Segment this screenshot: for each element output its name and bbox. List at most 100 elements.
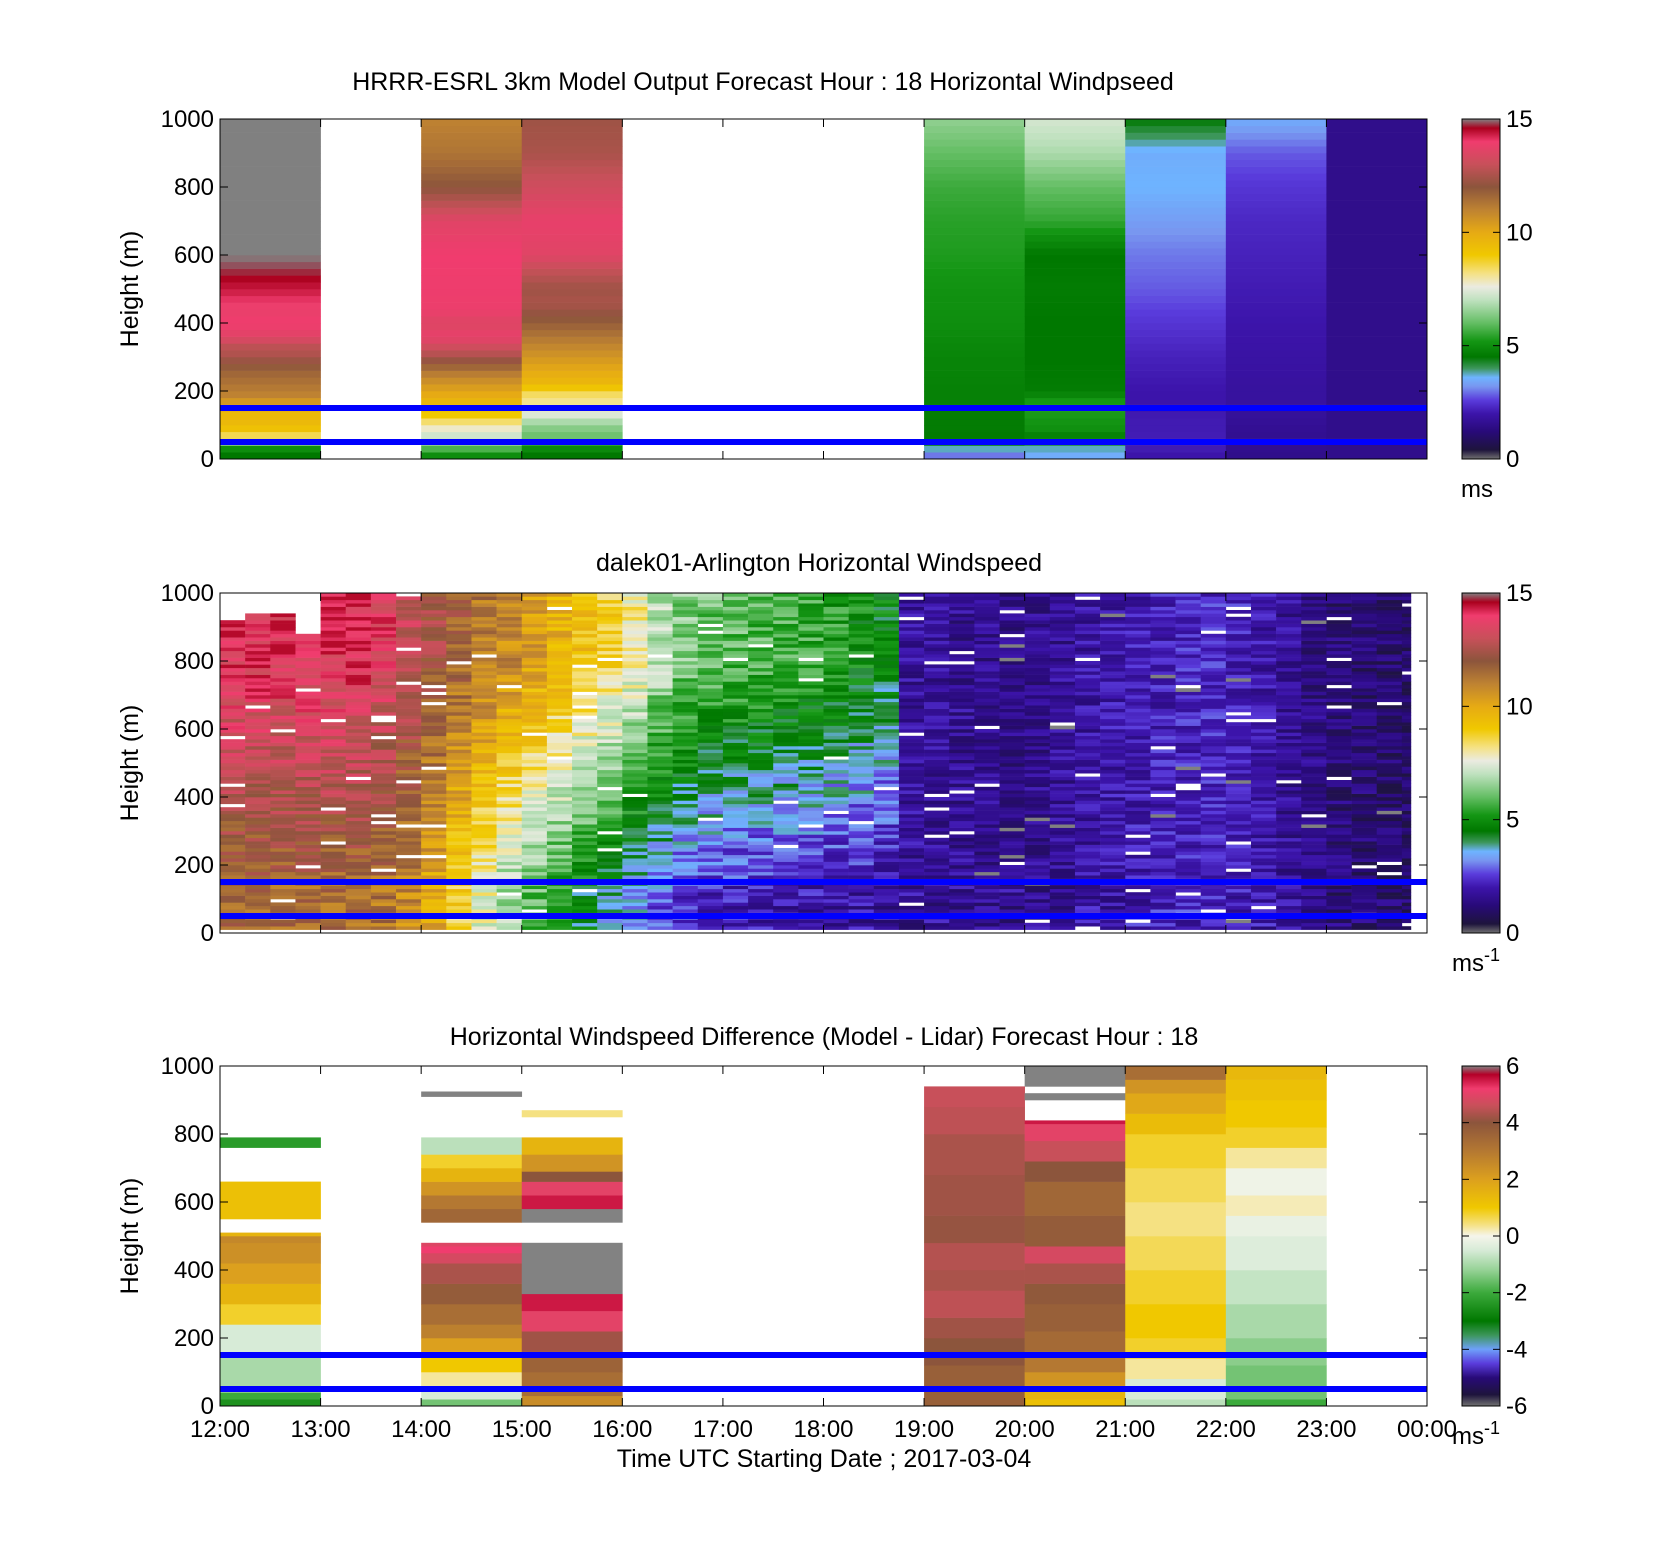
lidar-cell: [597, 871, 623, 876]
lidar-cell: [1276, 858, 1302, 862]
lidar-cell: [949, 708, 975, 713]
lidar-cell: [1125, 814, 1151, 818]
lidar-cell: [521, 820, 548, 825]
lidar-cell: [949, 610, 975, 614]
lidar-cell: [1150, 769, 1176, 774]
lidar-cell: [421, 640, 447, 645]
lidar-cell: [999, 647, 1025, 652]
model-cell: [1125, 445, 1227, 453]
lidar-cell: [924, 623, 950, 628]
model-cell: [1326, 153, 1428, 161]
lidar-cell: [697, 599, 724, 604]
lidar-cell: [999, 616, 1025, 621]
model-cell: [924, 125, 1025, 133]
lidar-cell: [1024, 797, 1051, 801]
lidar-cell: [798, 895, 824, 900]
lidar-cell: [396, 797, 422, 801]
lidar-cell: [446, 599, 472, 604]
lidar-cell: [798, 841, 824, 845]
lidar-cell: [1074, 902, 1101, 907]
lidar-cell: [1351, 922, 1378, 927]
lidar-cell: [1326, 814, 1352, 818]
lidar-cell: [370, 630, 397, 635]
lidar-cell: [823, 786, 849, 791]
lidar-cell: [496, 735, 523, 740]
lidar-cell: [898, 620, 925, 624]
lidar-cell: [949, 722, 975, 726]
lidar-cell: [924, 773, 950, 777]
lidar-cell: [446, 766, 472, 771]
lidar-cell: [1175, 790, 1201, 794]
lidar-cell: [949, 715, 975, 720]
lidar-cell: [1250, 667, 1277, 672]
lidar-cell: [622, 780, 648, 784]
lidar-cell: [245, 701, 271, 706]
lidar-cell: [270, 902, 296, 907]
model-cell: [1326, 180, 1428, 188]
lidar-cell: [622, 654, 648, 658]
lidar-cell: [1301, 797, 1327, 801]
lidar-cell: [949, 616, 975, 621]
lidar-cell: [924, 681, 950, 686]
lidar-cell: [672, 871, 699, 876]
lidar-cell: [446, 773, 472, 777]
lidar-cell: [798, 640, 824, 645]
lidar-cell: [572, 831, 598, 835]
lidar-cell: [496, 834, 523, 839]
lidar-cell: [1200, 722, 1227, 726]
lidar-cell: [622, 848, 648, 852]
lidar-cell: [622, 837, 648, 842]
lidar-cell: [1276, 644, 1302, 648]
lidar-cell: [1326, 746, 1352, 750]
model-cell: [1125, 425, 1227, 433]
model-cell: [1125, 248, 1227, 256]
lidar-cell: [471, 871, 497, 876]
model-cell: [1225, 418, 1327, 426]
lidar-cell: [546, 644, 573, 648]
lidar-cell: [320, 922, 347, 927]
lidar-cell: [622, 603, 648, 607]
lidar-cell: [898, 824, 925, 828]
lidar-cell: [1150, 735, 1176, 740]
lidar-cell: [572, 623, 598, 628]
lidar-cell: [1351, 848, 1378, 852]
model-cell: [1326, 132, 1428, 140]
lidar-cell: [773, 919, 799, 924]
model-cell: [1225, 397, 1327, 405]
lidar-cell: [622, 630, 648, 635]
lidar-cell: [1125, 841, 1151, 845]
lidar-cell: [823, 769, 849, 774]
lidar-cell: [1250, 644, 1277, 648]
lidar-cell: [622, 820, 648, 825]
lidar-cell: [1351, 712, 1378, 716]
lidar-cell: [370, 858, 397, 862]
model-cell: [220, 261, 321, 269]
lidar-cell: [1049, 854, 1076, 859]
model-cell: [521, 343, 623, 351]
lidar-cell: [370, 657, 397, 662]
lidar-cell: [1250, 742, 1277, 747]
lidar-cell: [446, 613, 472, 618]
lidar-cell: [622, 871, 648, 876]
lidar-cell: [270, 637, 296, 641]
lidar-cell: [999, 735, 1025, 740]
lidar-cell: [647, 868, 673, 873]
lidar-cell: [1351, 661, 1378, 665]
model-cell: [1125, 397, 1227, 405]
model-cell: [924, 418, 1025, 426]
lidar-cell: [697, 810, 724, 815]
lidar-cell: [697, 892, 724, 896]
lidar-cell: [898, 814, 925, 818]
lidar-cell: [1125, 790, 1151, 794]
lidar-cell: [999, 780, 1025, 784]
lidar-cell: [647, 919, 673, 924]
lidar-cell: [1225, 817, 1252, 822]
lidar-cell: [848, 861, 875, 866]
lidar-cell: [798, 807, 824, 811]
lidar-cell: [898, 875, 925, 879]
lidar-cell: [320, 817, 347, 822]
lidar-cell: [421, 742, 447, 747]
lidar-cell: [446, 712, 472, 716]
lidar-cell: [999, 868, 1025, 873]
lidar-cell: [848, 650, 875, 655]
